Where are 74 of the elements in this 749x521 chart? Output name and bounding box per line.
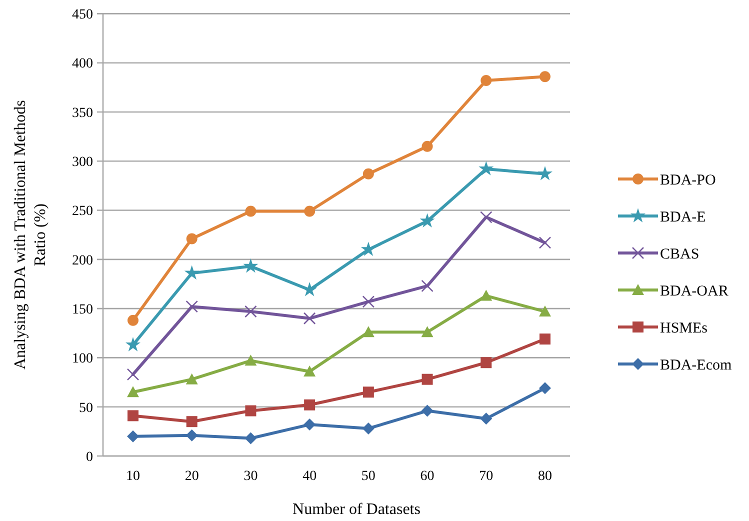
point [304, 399, 316, 410]
point [127, 430, 139, 442]
point [186, 429, 198, 442]
y-tick-label: 100 [72, 352, 93, 367]
point [243, 258, 258, 273]
point [480, 412, 492, 425]
point [538, 236, 552, 249]
x-tick-label: 80 [538, 469, 552, 484]
point [539, 382, 551, 394]
point [540, 71, 550, 82]
point [480, 357, 492, 368]
x-tick-label: 10 [126, 469, 140, 484]
x-tick-label: 70 [479, 469, 494, 484]
x-tick-label: 60 [420, 469, 434, 484]
point [540, 334, 550, 345]
point [303, 312, 316, 325]
point [360, 242, 376, 256]
point [362, 386, 374, 398]
point [304, 365, 316, 376]
point [304, 418, 316, 431]
point [304, 206, 316, 217]
y-tick-label: 200 [72, 253, 93, 268]
x-tick-label: 30 [244, 469, 258, 484]
legend-label: BDA-PO [660, 172, 716, 188]
point [128, 410, 138, 422]
y-tick-label: 150 [72, 302, 93, 318]
point [422, 374, 433, 385]
point [244, 432, 257, 444]
point [186, 373, 198, 384]
y-tick-label: 350 [72, 106, 93, 121]
y-tick-label: 400 [72, 56, 93, 72]
point [245, 405, 256, 416]
point [421, 326, 434, 338]
legend-label: BDA-E [660, 209, 706, 226]
y-tick-label: 450 [72, 8, 93, 23]
x-tick-label: 20 [184, 469, 199, 484]
point [302, 282, 318, 296]
legend-label: CBAS [660, 246, 700, 262]
point [420, 213, 435, 228]
point [362, 326, 374, 338]
point [126, 368, 140, 381]
legend-label: BDA-OAR [660, 283, 728, 300]
point [186, 233, 198, 244]
x-axis-title: Number of Datasets [292, 501, 420, 518]
point [128, 314, 138, 326]
point [537, 166, 553, 180]
point [421, 404, 434, 417]
point [127, 386, 139, 398]
point [421, 280, 434, 292]
point [480, 211, 492, 224]
point [539, 306, 551, 317]
legend-label: BDA-Ecom [660, 357, 732, 374]
y-tick-label: 50 [79, 400, 93, 416]
point [480, 75, 492, 86]
point [422, 140, 433, 152]
y-tick-label: 250 [72, 204, 93, 220]
point [480, 290, 492, 301]
point [244, 354, 257, 366]
point [186, 300, 198, 313]
point [245, 206, 256, 217]
point [362, 168, 374, 180]
point [125, 337, 141, 352]
point [362, 422, 374, 434]
point [244, 305, 257, 318]
point [362, 296, 375, 308]
point [186, 416, 198, 428]
y-axis-title: Analysing BDA with Traditional Methods Ratio (%) [12, 100, 49, 370]
legend-label: HSMEs [660, 320, 708, 336]
x-tick-label: 40 [302, 469, 317, 484]
x-tick-label: 50 [361, 469, 376, 484]
point [478, 161, 494, 176]
y-tick-label: 0 [86, 450, 93, 465]
y-tick-label: 300 [72, 155, 93, 170]
point [184, 265, 200, 280]
